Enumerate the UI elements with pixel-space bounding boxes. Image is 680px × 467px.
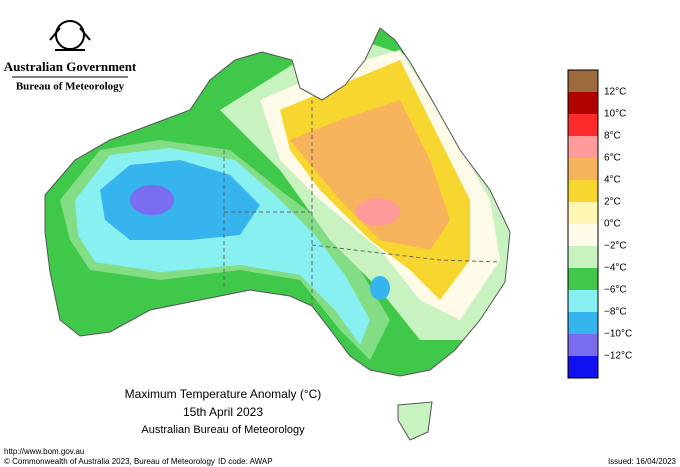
coastline [44,27,511,377]
legend-swatch [568,224,598,246]
legend-swatch [568,114,598,136]
tasmania [397,401,433,441]
footer-issued: Issued: 16/04/2023 [608,457,677,466]
legend-swatch [568,312,598,334]
legend-label: 0°C [604,219,621,230]
legend-label: −12°C [604,351,632,362]
legend-label: 12°C [604,87,626,98]
legend-swatch [568,136,598,158]
legend-swatch [568,268,598,290]
footer-id: ID code: AWAP [218,457,273,466]
legend-label: −2°C [604,241,627,252]
agency: Bureau of Meteorology [16,81,125,93]
legend-swatch [568,356,598,378]
map-date: 15th April 2023 [183,405,263,419]
legend-label: −4°C [604,263,627,274]
legend-swatch [568,290,598,312]
legend-label: 4°C [604,175,621,186]
legend-swatch [568,246,598,268]
legend-swatch [568,180,598,202]
legend-frame [567,69,599,379]
legend-label: −10°C [604,329,632,340]
footer-url: http://www.bom.gov.au [4,447,84,456]
legend-swatch [568,202,598,224]
legend-swatch [568,334,598,356]
crest [49,20,91,51]
legend-swatch [568,70,598,92]
map-source: Australian Bureau of Meteorology [141,424,305,436]
legend-swatch [568,158,598,180]
legend-label: −6°C [604,285,627,296]
legend-swatch [568,92,598,114]
legend-label: −8°C [604,307,627,318]
map-title: Maximum Temperature Anomaly (°C) [125,387,322,401]
legend-label: 10°C [604,109,626,120]
legend-label: 8°C [604,131,621,142]
legend-label: 2°C [604,197,621,208]
government: Australian Government [4,59,137,74]
legend-label: 6°C [604,153,621,164]
state-borders [223,100,501,305]
footer-copyright: © Commonwealth of Australia 2023, Bureau… [4,457,215,466]
legend: 12°C 10°C 8°C 6°C 4°C 2°C 0°C −2°C −4°C −6°C −8°C −… [567,69,632,379]
